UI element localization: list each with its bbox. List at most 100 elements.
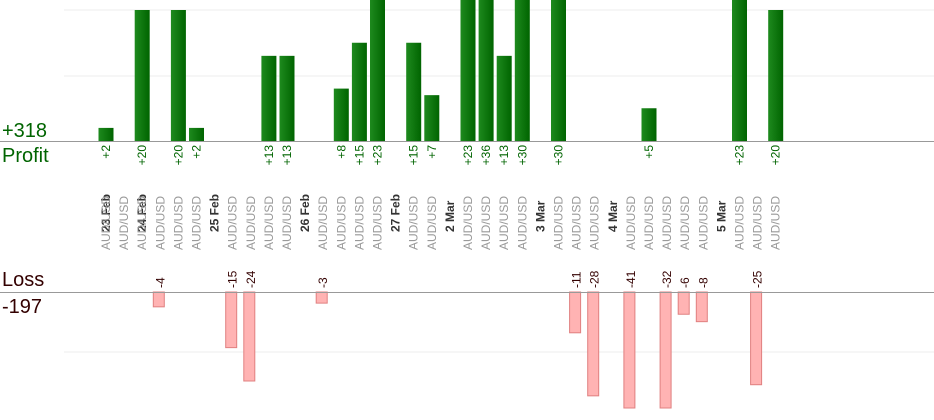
pair-label: AUD/USD	[334, 196, 348, 250]
pair-label: AUD/USD	[497, 196, 511, 250]
loss-value-label: -15	[226, 270, 240, 288]
loss-label: Loss	[2, 269, 45, 291]
pair-label: AUD/USD	[461, 196, 475, 250]
pair-label: AUD/USD	[696, 196, 710, 250]
profit-value-label: +20	[135, 145, 149, 166]
loss-value-label: -3	[316, 277, 330, 288]
profit-bar	[732, 0, 747, 141]
pair-label: AUD/USD	[751, 196, 765, 250]
loss-bar	[587, 291, 600, 397]
pair-label: AUD/USD	[624, 196, 638, 250]
loss-bar	[623, 291, 636, 409]
pair-label: AUD/USD	[316, 196, 330, 250]
pair-label: AUD/USD	[407, 196, 421, 250]
loss-value-label: -32	[660, 270, 674, 288]
pair-label: AUD/USD	[642, 196, 656, 250]
profit-value-label: +23	[371, 145, 385, 166]
pair-label: AUD/USD	[425, 196, 439, 250]
date-label: 23 Feb	[99, 194, 113, 232]
pair-label: AUD/USD	[733, 196, 747, 250]
loss-value-label: -11	[570, 271, 584, 288]
loss-bar	[225, 291, 238, 349]
profit-bar	[551, 0, 566, 141]
loss-bar	[152, 291, 165, 308]
profit-bar	[406, 42, 422, 141]
date-label: 26 Feb	[298, 194, 312, 232]
profit-value-label: +5	[642, 145, 656, 159]
pair-label: AUD/USD	[280, 196, 294, 250]
pair-label: AUD/USD	[117, 196, 131, 250]
date-label: 3 Mar	[533, 200, 547, 232]
profit-label: Profit	[2, 145, 49, 167]
loss-bar	[315, 291, 328, 304]
date-label: 2 Mar	[443, 200, 457, 232]
profit-value-label: +2	[99, 145, 113, 159]
profit-value-label: +30	[515, 145, 529, 166]
loss-value-label: -25	[751, 270, 765, 288]
profit-value-label: +15	[352, 145, 366, 166]
loss-value-label: -24	[244, 270, 258, 288]
loss-bar	[659, 291, 672, 409]
profit-value-label: +13	[262, 145, 276, 166]
profit-bar	[134, 10, 150, 141]
pair-label: AUD/USD	[660, 196, 674, 250]
pair-label: AUD/USD	[262, 196, 276, 250]
pair-label: AUD/USD	[552, 196, 566, 250]
loss-total: -197	[2, 296, 43, 318]
loss-value-label: -41	[624, 270, 638, 288]
profit-bar	[514, 0, 530, 141]
loss-bar	[695, 291, 708, 323]
pair-label: AUD/USD	[190, 196, 204, 250]
pair-label: AUD/USD	[678, 196, 692, 250]
profit-value-label: +30	[552, 145, 566, 166]
loss-bar	[750, 291, 763, 386]
profit-value-label: +2	[190, 145, 204, 159]
profit-bar	[333, 88, 349, 141]
pair-label: AUD/USD	[153, 196, 167, 250]
date-label: 24 Feb	[135, 194, 149, 232]
pair-label: AUD/USD	[588, 196, 602, 250]
profit-bar	[189, 127, 204, 141]
pair-label: AUD/USD	[352, 196, 366, 250]
profit-value-label: +13	[497, 145, 511, 166]
profit-bar	[261, 55, 277, 141]
profit-bar	[496, 55, 512, 141]
date-label: 4 Mar	[606, 200, 620, 232]
pair-label: AUD/USD	[226, 196, 240, 250]
profit-value-label: +36	[479, 145, 493, 166]
date-label: 25 Feb	[208, 194, 222, 232]
profit-bar	[98, 127, 114, 141]
profit-bar	[279, 55, 295, 141]
profit-bar	[460, 0, 476, 141]
profit-bar	[768, 10, 784, 141]
profit-bar	[478, 0, 494, 141]
profit-value-label: +8	[334, 145, 348, 159]
profit-bar	[641, 108, 657, 141]
profit-bar	[424, 95, 440, 141]
profit-value-label: +23	[461, 145, 475, 166]
pair-label: AUD/USD	[99, 196, 113, 250]
pair-label: AUD/USD	[135, 196, 149, 250]
loss-bar	[677, 291, 690, 315]
pair-label: AUD/USD	[244, 196, 258, 250]
pair-label: AUD/USD	[171, 196, 185, 250]
profit-bar	[170, 10, 186, 141]
profit-value-label: +20	[769, 145, 783, 166]
loss-bar	[243, 291, 256, 382]
loss-value-label: -8	[696, 277, 710, 288]
pair-label: AUD/USD	[570, 196, 584, 250]
profit-bar	[351, 42, 367, 141]
profit-total: +318	[2, 120, 48, 142]
pair-label: AUD/USD	[371, 196, 385, 250]
loss-value-label: -6	[678, 277, 692, 288]
pair-label: AUD/USD	[769, 196, 783, 250]
profit-bar	[370, 0, 385, 141]
pair-label: AUD/USD	[515, 196, 529, 250]
profit-value-label: +23	[733, 145, 747, 166]
profit-value-label: +15	[407, 145, 421, 166]
date-label: 5 Mar	[714, 200, 728, 232]
pair-label: AUD/USD	[479, 196, 493, 250]
loss-value-label: -28	[588, 270, 602, 288]
profit-value-label: +13	[280, 145, 294, 166]
